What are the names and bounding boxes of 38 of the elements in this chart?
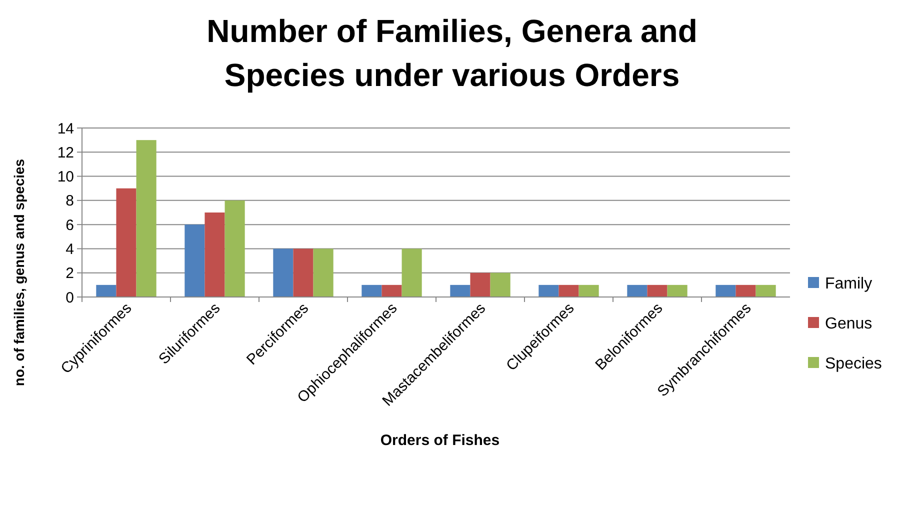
y-tick-label: 12 xyxy=(57,144,74,162)
bar xyxy=(96,284,116,297)
legend-label: Family xyxy=(825,276,872,293)
y-tick-label: 10 xyxy=(57,168,74,186)
bar xyxy=(627,284,648,297)
bar xyxy=(450,284,470,297)
y-tick-label: 4 xyxy=(66,240,74,258)
x-axis-title: Orders of Fishes xyxy=(380,432,500,449)
bar xyxy=(293,248,314,297)
bar xyxy=(558,284,579,297)
bar xyxy=(538,284,559,297)
y-tick-label: 0 xyxy=(66,289,74,306)
bar xyxy=(362,284,382,297)
bar xyxy=(756,284,776,297)
bar xyxy=(470,272,490,297)
bar xyxy=(204,212,225,297)
legend-label: Species xyxy=(825,356,882,373)
y-tick-label: 6 xyxy=(66,216,74,234)
bar xyxy=(273,248,294,297)
bar xyxy=(716,284,736,297)
legend-label: Genus xyxy=(825,316,872,333)
bar xyxy=(402,248,422,297)
bar xyxy=(578,284,599,297)
y-tick-label: 2 xyxy=(66,265,74,282)
y-tick-label: 14 xyxy=(57,120,74,138)
bar xyxy=(647,284,668,297)
bar xyxy=(490,272,510,297)
bar xyxy=(736,284,756,297)
chart-title: Number of Families, Genera and Species under various Orders xyxy=(206,13,698,93)
bar xyxy=(136,140,156,297)
bar xyxy=(313,248,334,297)
bar xyxy=(116,188,136,297)
bar xyxy=(382,284,402,297)
bar xyxy=(667,284,688,297)
y-axis-title: no. of families, genus and species xyxy=(11,158,27,386)
bar xyxy=(184,224,205,297)
bar xyxy=(224,200,245,297)
y-tick-label: 8 xyxy=(66,192,74,210)
